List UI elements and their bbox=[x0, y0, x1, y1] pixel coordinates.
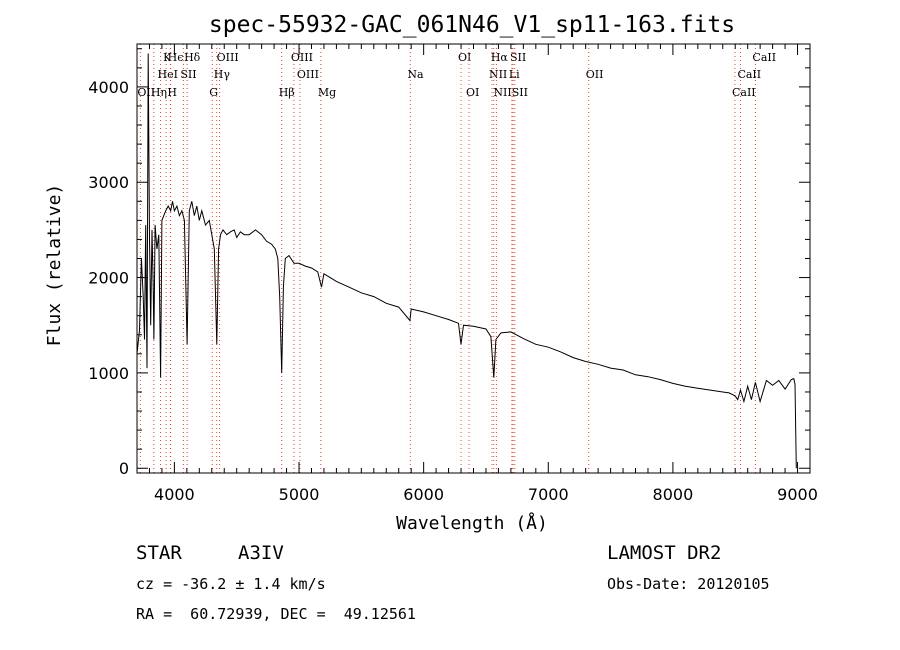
spectral-line-label: NII bbox=[493, 86, 511, 99]
plot-frame bbox=[136, 43, 811, 474]
x-axis-label: Wavelength (Å) bbox=[396, 512, 548, 534]
object-class: STAR bbox=[136, 542, 182, 564]
spectral-line-label: SII bbox=[512, 86, 528, 99]
spectral-line-label: Hη bbox=[151, 86, 167, 99]
spectral-line-label: G bbox=[209, 86, 218, 99]
spectral-line-label: OIII bbox=[217, 51, 239, 64]
spectral-line-label: CaII bbox=[752, 51, 776, 64]
spectral-line-label: SII bbox=[180, 68, 196, 81]
spectral-line-label: Hγ bbox=[214, 68, 231, 81]
spectral-line-label: OI bbox=[466, 86, 479, 99]
y-tick-label: 3000 bbox=[88, 173, 129, 192]
x-tick-label: 6000 bbox=[403, 485, 444, 504]
spectral-line-label: Li bbox=[509, 68, 520, 81]
survey-name: LAMOST DR2 bbox=[607, 542, 722, 564]
y-tick-label: 4000 bbox=[88, 78, 129, 97]
spectrum-series-line bbox=[136, 53, 797, 469]
y-axis-label: Flux (relative) bbox=[44, 184, 65, 347]
spectral-line-label: Hδ bbox=[184, 51, 201, 64]
spectral-line-label: Hβ bbox=[279, 86, 295, 99]
y-tick-label: 1000 bbox=[88, 364, 129, 383]
y-tick-label: 2000 bbox=[88, 269, 129, 288]
sky-coordinates: RA = 60.72939, DEC = 49.12561 bbox=[136, 605, 416, 623]
spectral-line-label: OI bbox=[458, 51, 471, 64]
y-tick-label: 0 bbox=[119, 459, 129, 478]
spectral-line-label: OIII bbox=[297, 68, 319, 81]
spectral-line-label: K bbox=[163, 51, 172, 64]
x-tick-label: 9000 bbox=[777, 485, 818, 504]
spectral-line-label: Hα bbox=[491, 51, 509, 64]
spectral-line-label: OIII bbox=[291, 51, 313, 64]
y-axis: 0 1000 2000 3000 4000 bbox=[88, 48, 810, 478]
x-axis: 4000 5000 6000 7000 8000 9000 bbox=[136, 44, 818, 504]
spectral-line-label: HeI bbox=[158, 68, 178, 81]
spectral-line-label: CaII bbox=[732, 86, 756, 99]
observation-date: Obs-Date: 20120105 bbox=[607, 575, 770, 593]
x-tick-label: 4000 bbox=[154, 485, 195, 504]
object-subclass: A3IV bbox=[238, 542, 284, 564]
x-tick-label: 5000 bbox=[279, 485, 320, 504]
spectral-line-label: OII bbox=[586, 68, 604, 81]
x-tick-label: 7000 bbox=[528, 485, 569, 504]
spectral-line-label: OII bbox=[137, 86, 155, 99]
spectral-line-label: Mg bbox=[318, 86, 336, 99]
spectral-line-label: H bbox=[167, 86, 177, 99]
x-tick-label: 8000 bbox=[653, 485, 694, 504]
spectral-line-label: NII bbox=[489, 68, 507, 81]
spectral-line-label: SII bbox=[510, 51, 526, 64]
chart-title: spec-55932-GAC_061N46_V1_sp11-163.fits bbox=[209, 12, 735, 38]
spectrum-chart: spec-55932-GAC_061N46_V1_sp11-163.fits H… bbox=[44, 12, 818, 534]
redshift-velocity: cz = -36.2 ± 1.4 km/s bbox=[136, 575, 326, 593]
spectral-line-label: CaII bbox=[737, 68, 761, 81]
spectral-line-label: Na bbox=[407, 68, 424, 81]
spectral-line-label: Hϵ bbox=[168, 51, 184, 64]
